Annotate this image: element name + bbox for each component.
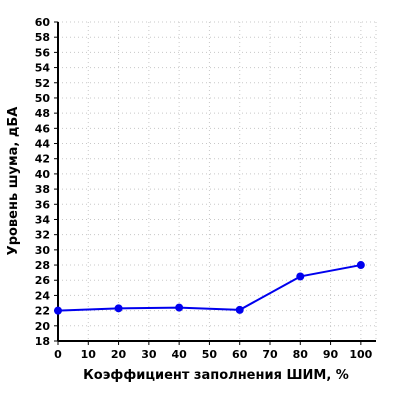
y-tick-label: 36 bbox=[35, 198, 51, 211]
x-tick-label: 90 bbox=[323, 348, 339, 361]
y-tick-label: 52 bbox=[35, 77, 50, 90]
series-line bbox=[57, 264, 362, 312]
y-tick-label: 54 bbox=[35, 62, 51, 75]
y-tick-label: 42 bbox=[35, 153, 50, 166]
grid bbox=[58, 21, 377, 341]
x-tick-label: 70 bbox=[262, 348, 278, 361]
data-point bbox=[235, 305, 244, 314]
x-tick-label: 80 bbox=[293, 348, 309, 361]
y-tick-label: 56 bbox=[35, 46, 51, 59]
y-tick-label: 32 bbox=[35, 229, 50, 242]
axes bbox=[57, 22, 376, 342]
data-point bbox=[54, 306, 62, 315]
y-tick-label: 24 bbox=[35, 289, 51, 302]
y-tick-label: 46 bbox=[35, 122, 51, 135]
x-tick-label: 100 bbox=[349, 348, 372, 361]
data-point bbox=[114, 304, 123, 313]
y-tick-label: 48 bbox=[35, 107, 50, 120]
x-axis-title: Коэффициент заполнения ШИМ, % bbox=[83, 368, 349, 383]
y-tick-label: 18 bbox=[35, 335, 50, 348]
data-point bbox=[175, 303, 184, 312]
x-tick-label: 20 bbox=[111, 348, 127, 361]
y-tick-label: 26 bbox=[35, 274, 51, 287]
data-point bbox=[356, 261, 365, 270]
y-tick-label: 60 bbox=[35, 16, 51, 29]
x-tick-label: 50 bbox=[202, 348, 218, 361]
y-tick-label: 44 bbox=[35, 138, 51, 151]
x-tick-label: 40 bbox=[171, 348, 187, 361]
y-tick-label: 30 bbox=[35, 244, 51, 257]
y-tick-label: 34 bbox=[35, 213, 51, 226]
y-tick-label: 40 bbox=[35, 168, 51, 181]
y-tick-label: 22 bbox=[35, 305, 50, 318]
y-tick-label: 28 bbox=[35, 259, 50, 272]
y-tick-label: 58 bbox=[35, 31, 50, 44]
y-tick-label: 20 bbox=[35, 320, 51, 333]
x-tick-label: 60 bbox=[232, 348, 248, 361]
series bbox=[54, 261, 365, 315]
y-tick-label: 38 bbox=[35, 183, 50, 196]
x-tick-label: 0 bbox=[54, 348, 62, 361]
x-tick-label: 10 bbox=[81, 348, 97, 361]
data-point bbox=[296, 272, 305, 281]
x-ticks: 0 10 20 30 40 50 60 70 80 90 100 bbox=[54, 341, 373, 361]
y-tick-label: 50 bbox=[35, 92, 51, 105]
y-ticks: 18 20 22 24 26 28 30 32 34 36 38 40 42 44 46 48 50 52 54 56… bbox=[35, 16, 58, 348]
x-tick-label: 30 bbox=[141, 348, 157, 361]
y-axis-title: Уровень шума, дБА bbox=[6, 107, 21, 256]
